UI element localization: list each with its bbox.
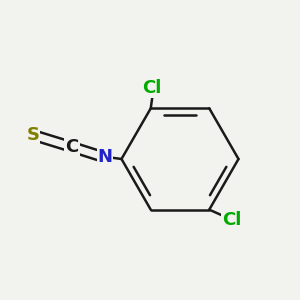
Text: Cl: Cl <box>142 79 162 97</box>
Text: S: S <box>26 126 40 144</box>
Text: C: C <box>65 138 79 156</box>
Text: N: N <box>98 148 112 166</box>
Text: Cl: Cl <box>222 211 242 229</box>
